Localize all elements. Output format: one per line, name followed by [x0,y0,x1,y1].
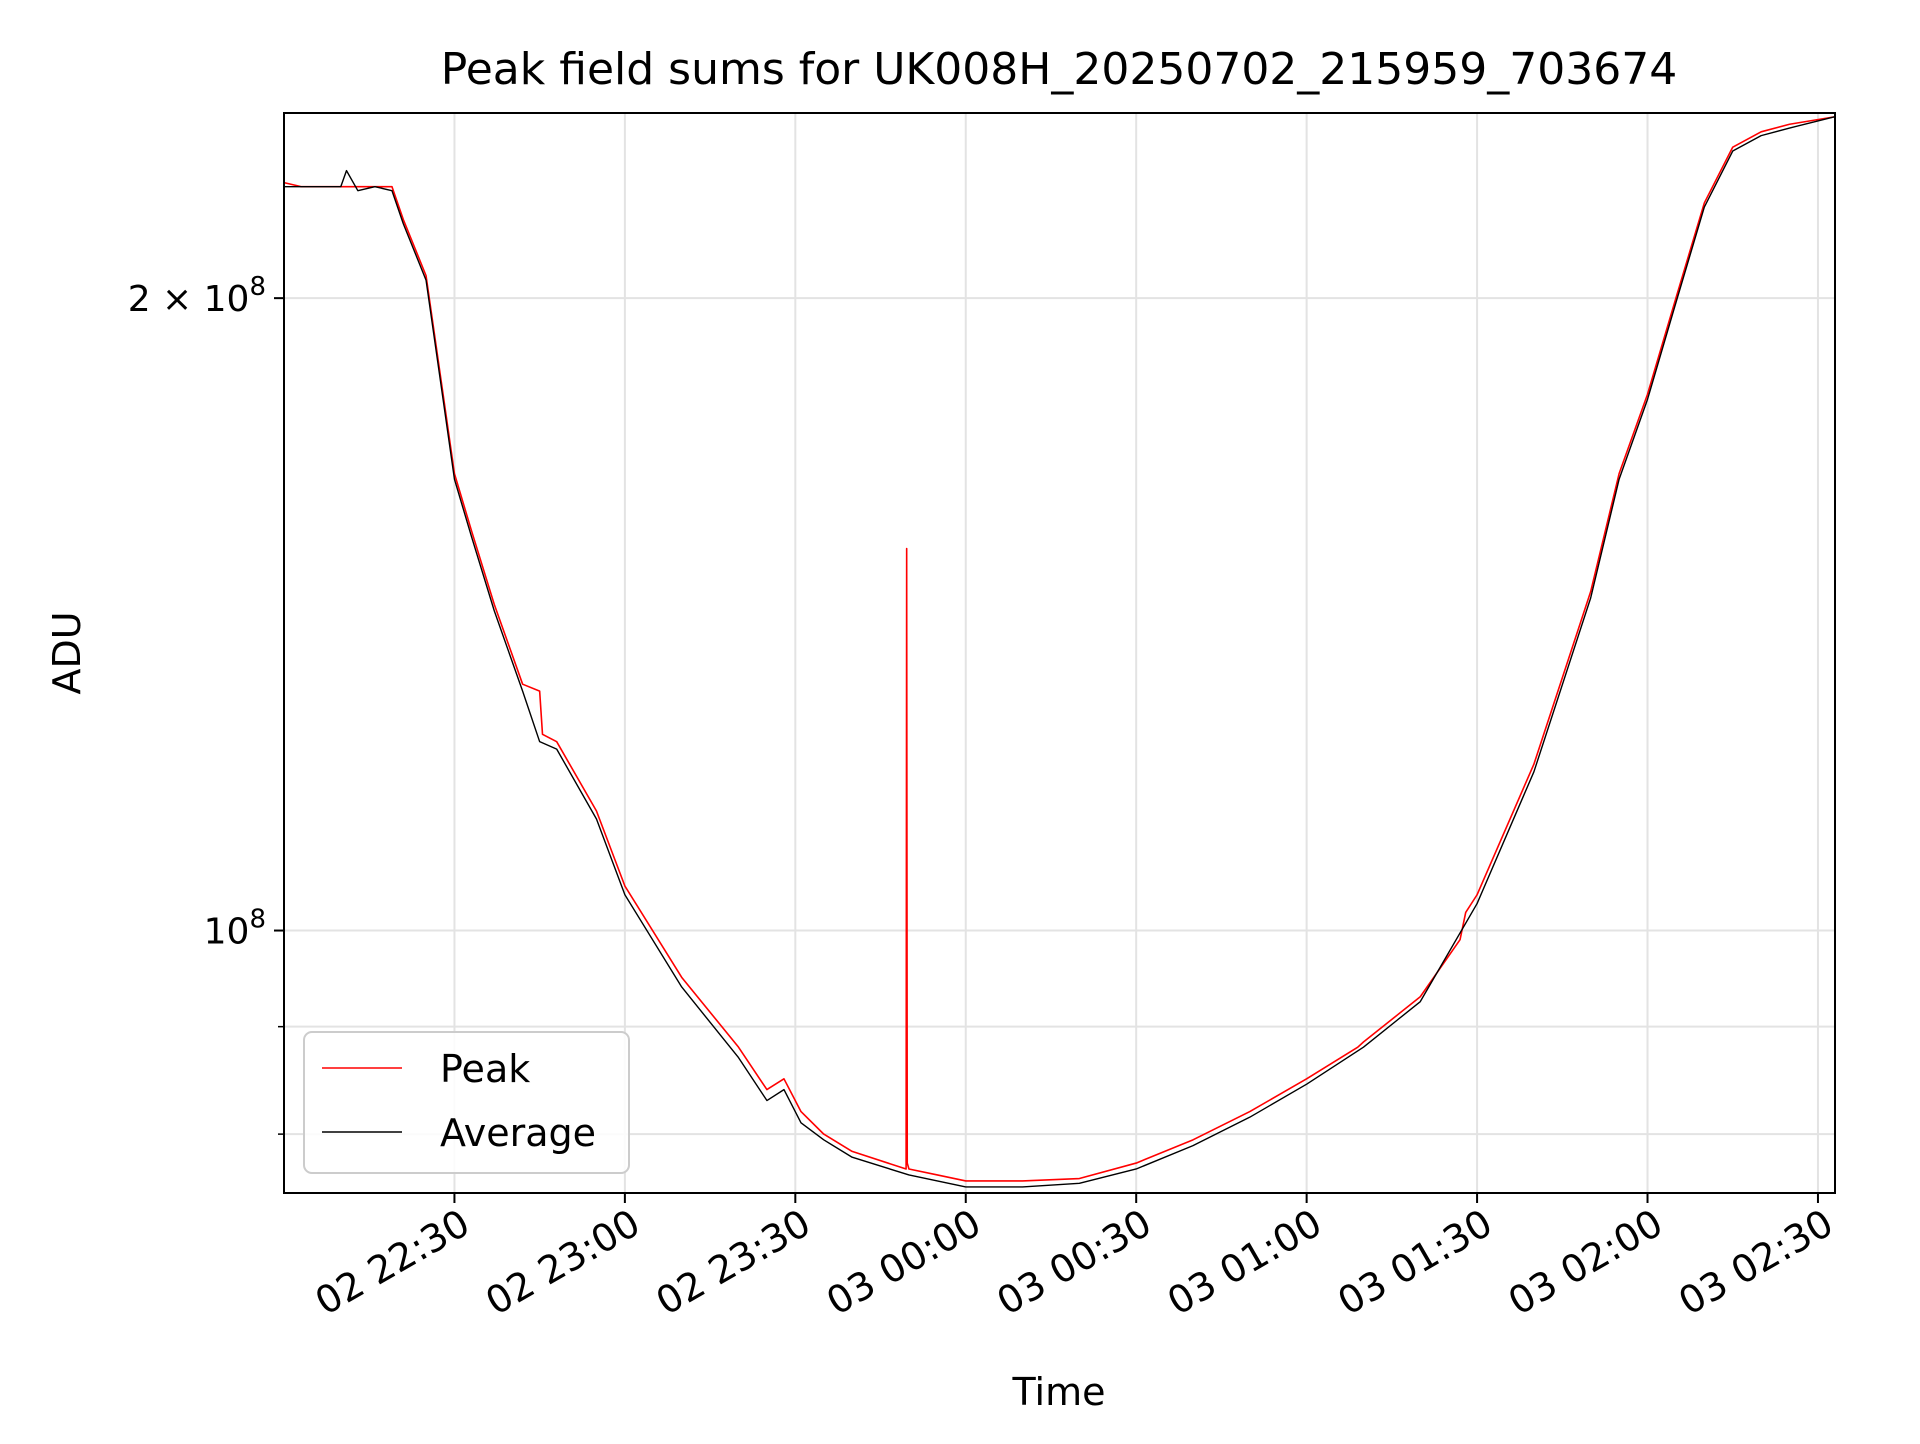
legend-label-peak: Peak [440,1047,530,1091]
series-line-average [284,116,1836,1188]
y-axis-ticks: 108 2 × 108 [128,272,284,1135]
y-axis-label: ADU [45,611,89,694]
legend-label-average: Average [440,1111,596,1155]
chart-title: Peak field sums for UK008H_20250702_2159… [441,44,1677,95]
plot-frame [283,112,1836,1194]
x-axis-label: Time [1012,1370,1106,1414]
series-line-peak [283,115,1836,1182]
y-tick-label: 108 [204,905,266,953]
legend: Peak Average [303,1031,630,1174]
data-series [283,115,1836,1188]
grid-lines [284,113,1835,1193]
y-tick-label: 2 × 108 [128,272,266,320]
